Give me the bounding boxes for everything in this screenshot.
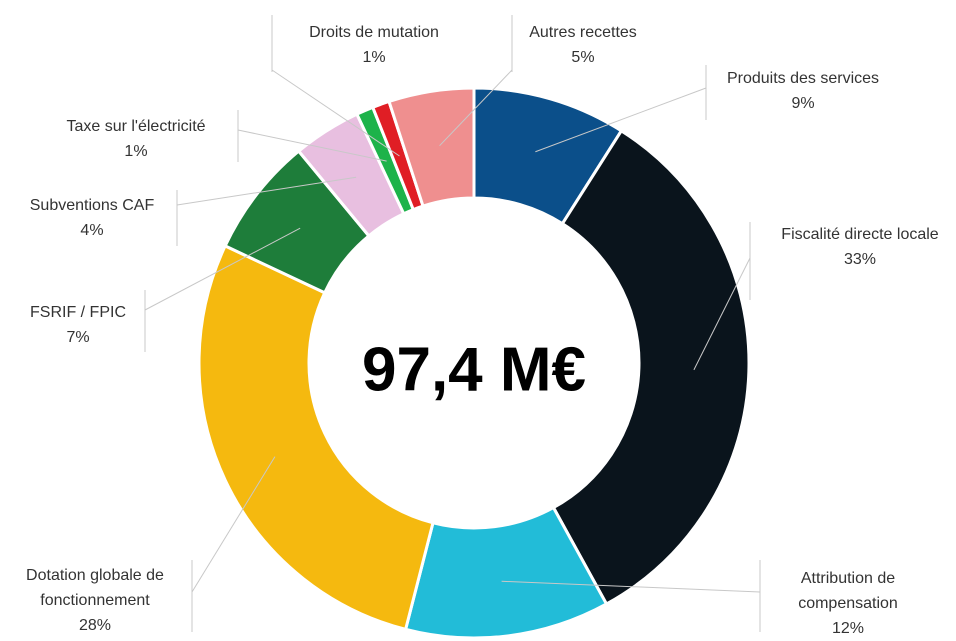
value-label: 28%	[78, 617, 112, 634]
category-name: Subventions CAF	[29, 197, 155, 214]
category-name: Droits de mutation	[309, 24, 439, 41]
category-name: Dotation globale de fonctionnement	[26, 567, 164, 609]
slice-label: Taxe sur l'électricité 1%	[66, 114, 205, 164]
slice-label: Attribution de compensation 12%	[778, 566, 918, 641]
donut-slice	[197, 243, 435, 632]
center-annotation: 97,4 M€	[361, 335, 587, 405]
donut-slice	[551, 128, 751, 607]
leader-line	[237, 129, 387, 162]
leader-line	[144, 227, 301, 311]
slice-label: Subventions CAF 4%	[30, 193, 155, 243]
donut-slice	[387, 86, 476, 208]
category-name: Fiscalité directe locale	[781, 226, 939, 243]
leader-line	[176, 176, 357, 206]
slice-label: Droits de mutation 1%	[309, 20, 439, 70]
value-label: 9%	[791, 95, 815, 112]
slice-label: Produits des services 9%	[727, 66, 879, 116]
value-label: 1%	[124, 143, 148, 160]
leader-line	[439, 69, 513, 147]
leader-line	[501, 580, 761, 593]
slice-label: Fiscalité directe locale 33%	[781, 222, 938, 272]
leader-line	[191, 456, 276, 593]
value-label: 12%	[831, 620, 865, 637]
value-label: 7%	[66, 329, 90, 346]
value-label: 33%	[843, 251, 877, 268]
slice-label: FSRIF / FPIC 7%	[30, 300, 126, 350]
category-name: Taxe sur l'électricité	[66, 118, 206, 135]
leader-line	[271, 69, 400, 157]
slice-label: Autres recettes 5%	[529, 20, 637, 70]
value-label: 1%	[362, 49, 386, 66]
slice-label: Dotation globale de fonctionnement 28%	[3, 563, 188, 638]
category-name: Produits des services	[726, 70, 880, 87]
leader-line	[535, 87, 707, 153]
value-label: 5%	[571, 49, 595, 66]
category-name: Autres recettes	[529, 24, 637, 41]
category-name: Attribution de compensation	[798, 570, 898, 612]
category-name: FSRIF / FPIC	[30, 304, 126, 321]
leader-line	[693, 257, 751, 371]
value-label: 4%	[80, 222, 104, 239]
